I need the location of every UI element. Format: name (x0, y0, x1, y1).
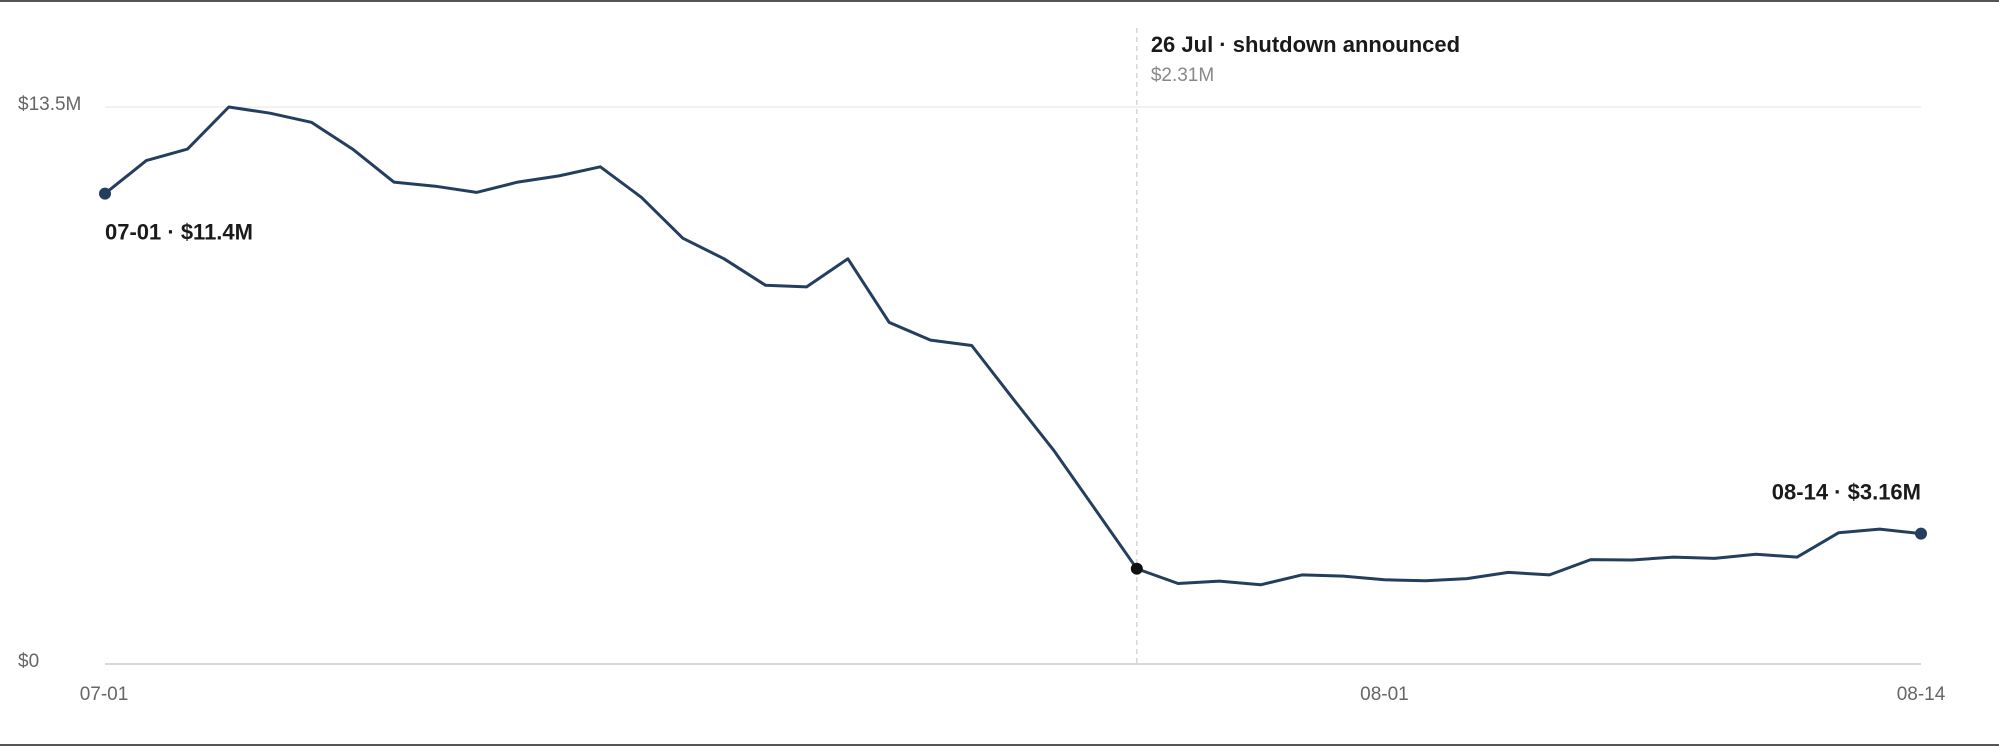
event-point (1130, 562, 1143, 575)
annotation-value: $2.31M (1151, 65, 1214, 86)
x-tick-label: 08-01 (1360, 684, 1409, 705)
annotation: 08-14 · $3.16M (1772, 479, 1921, 504)
point (1915, 527, 1927, 540)
y-tick-label: $0 (18, 651, 39, 672)
y-tick-label: $13.5M (18, 94, 81, 115)
annotation: 07-01 · $11.4M (105, 219, 253, 244)
series-line (104, 105, 1922, 587)
x-tick-label: 08-14 (1897, 684, 1946, 705)
x-tick-label: 07-01 (80, 684, 129, 705)
point (99, 187, 111, 200)
annotation: 26 Jul · shutdown announced (1151, 32, 1460, 57)
